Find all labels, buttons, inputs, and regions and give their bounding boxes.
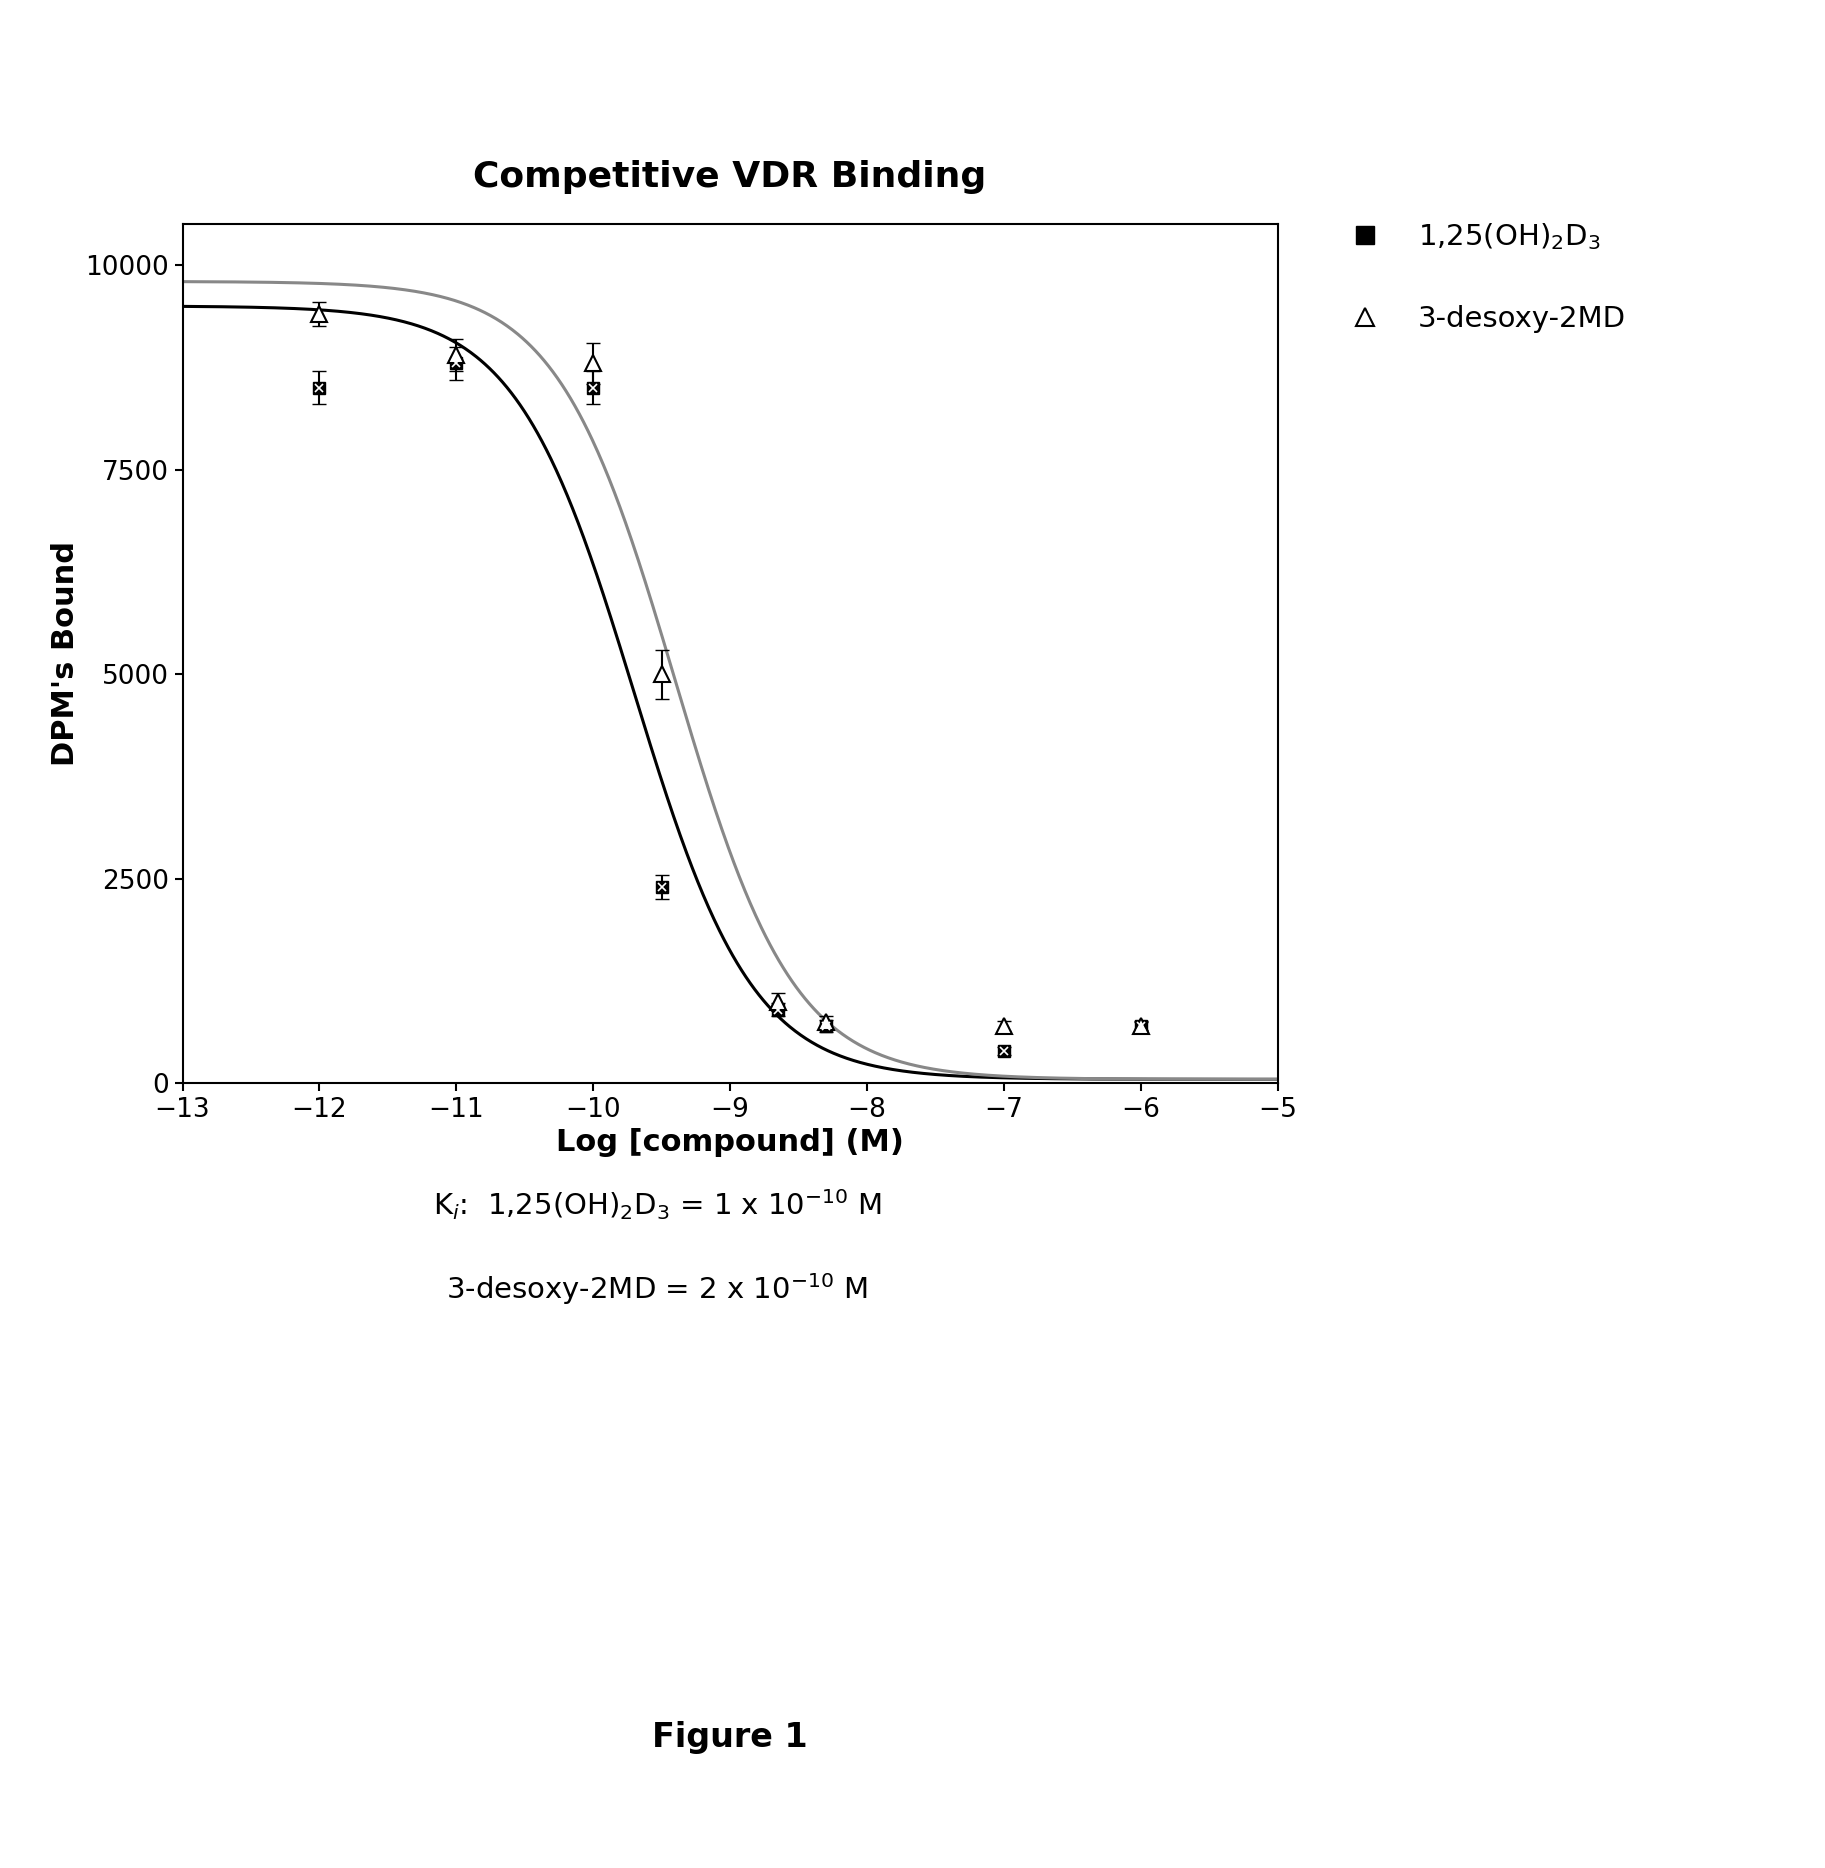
X-axis label: Log [compound] (M): Log [compound] (M) bbox=[557, 1128, 903, 1156]
Text: K$_i$:  1,25(OH)$_2$D$_3$ = 1 x 10$^{-10}$ M: K$_i$: 1,25(OH)$_2$D$_3$ = 1 x 10$^{-10}… bbox=[433, 1188, 881, 1222]
Legend: 1,25(OH)$_2$D$_3$, 3-desoxy-2MD: 1,25(OH)$_2$D$_3$, 3-desoxy-2MD bbox=[1336, 222, 1626, 333]
Text: Competitive VDR Binding: Competitive VDR Binding bbox=[473, 161, 987, 194]
Y-axis label: DPM's Bound: DPM's Bound bbox=[51, 542, 80, 766]
Text: Figure 1: Figure 1 bbox=[652, 1720, 808, 1754]
Text: 3-desoxy-2MD = 2 x 10$^{-10}$ M: 3-desoxy-2MD = 2 x 10$^{-10}$ M bbox=[447, 1270, 867, 1308]
